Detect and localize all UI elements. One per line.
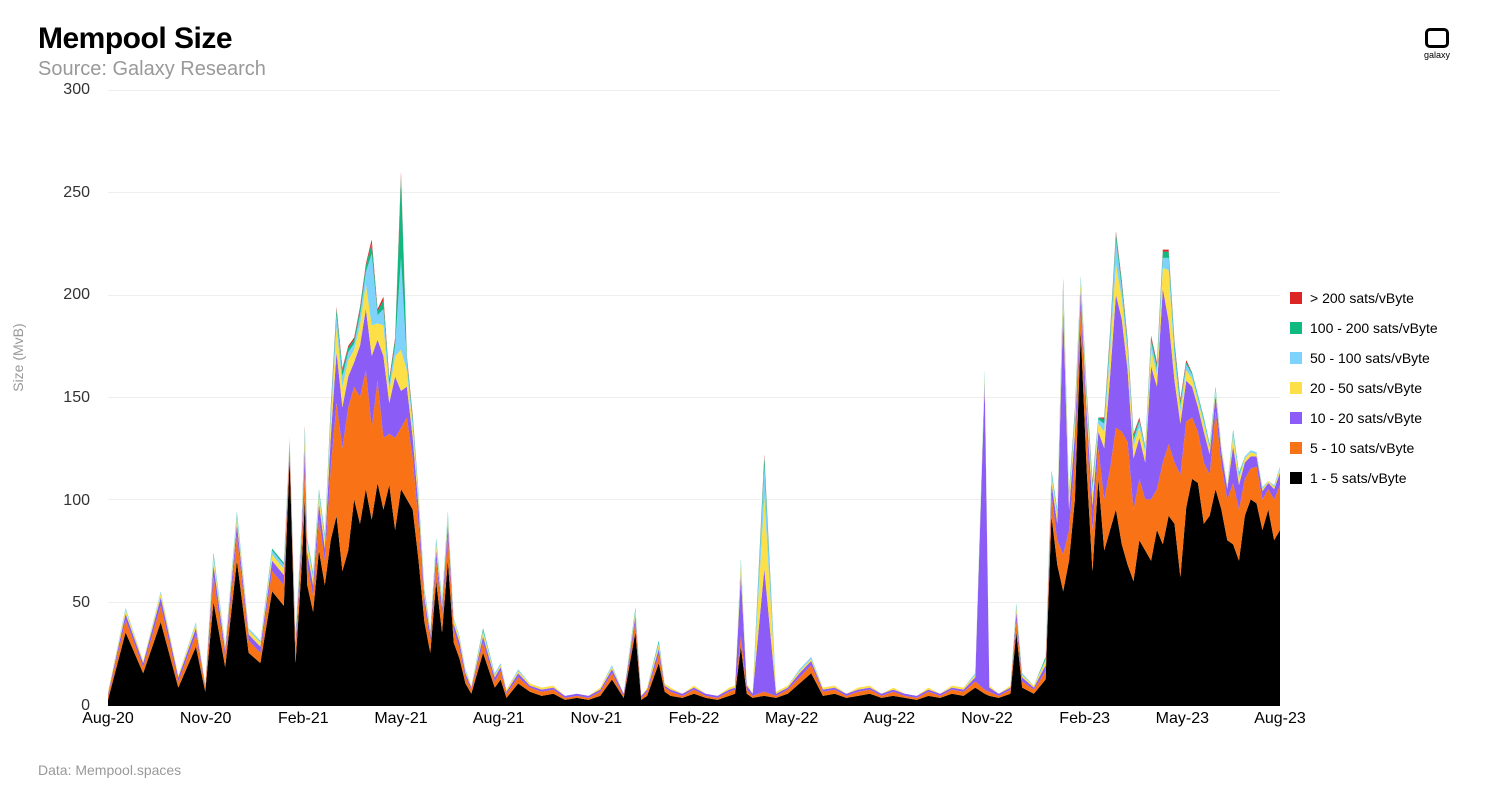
footer-data-source: Data: Mempool.spaces [38, 762, 181, 778]
legend-label: > 200 sats/vByte [1310, 290, 1414, 306]
x-axis-ticks: Aug-20Nov-20Feb-21May-21Aug-21Nov-21Feb-… [108, 710, 1280, 734]
y-tick: 300 [63, 81, 90, 99]
brand-logo-text: galaxy [1424, 50, 1450, 60]
x-tick: Feb-21 [278, 710, 329, 728]
legend-swatch [1290, 442, 1302, 454]
legend-item: 100 - 200 sats/vByte [1290, 320, 1450, 336]
x-tick: Feb-23 [1059, 710, 1110, 728]
legend: > 200 sats/vByte 100 - 200 sats/vByte 50 -… [1290, 290, 1450, 500]
chart-svg [108, 90, 1280, 704]
x-tick: Aug-23 [1254, 710, 1306, 728]
chart-subtitle: Source: Galaxy Research [38, 58, 266, 81]
legend-label: 50 - 100 sats/vByte [1310, 350, 1430, 366]
legend-swatch [1290, 412, 1302, 424]
y-tick: 150 [63, 389, 90, 407]
x-tick: Aug-20 [82, 710, 134, 728]
legend-label: 20 - 50 sats/vByte [1310, 380, 1422, 396]
chart-title: Mempool Size [38, 22, 266, 56]
y-tick: 100 [63, 492, 90, 510]
y-axis-label: Size (MvB) [10, 323, 26, 391]
brand-logo-icon [1425, 28, 1449, 48]
legend-label: 1 - 5 sats/vByte [1310, 470, 1406, 486]
y-tick: 200 [63, 286, 90, 304]
legend-item: 20 - 50 sats/vByte [1290, 380, 1450, 396]
x-tick: Aug-22 [864, 710, 916, 728]
y-tick: 250 [63, 184, 90, 202]
legend-item: 1 - 5 sats/vByte [1290, 470, 1450, 486]
legend-swatch [1290, 292, 1302, 304]
x-tick: May-23 [1156, 710, 1209, 728]
legend-label: 10 - 20 sats/vByte [1310, 410, 1422, 426]
legend-item: 5 - 10 sats/vByte [1290, 440, 1450, 456]
chart-container: Size (MvB) 050100150200250300 Aug-20Nov-… [38, 90, 1450, 746]
x-tick: Nov-20 [180, 710, 232, 728]
legend-swatch [1290, 472, 1302, 484]
plot-area [108, 90, 1280, 706]
brand-logo: galaxy [1424, 28, 1450, 60]
x-tick: May-21 [374, 710, 427, 728]
x-tick: Nov-22 [961, 710, 1013, 728]
legend-label: 100 - 200 sats/vByte [1310, 320, 1438, 336]
legend-item: 10 - 20 sats/vByte [1290, 410, 1450, 426]
y-axis-ticks: 050100150200250300 [38, 90, 98, 706]
legend-item: 50 - 100 sats/vByte [1290, 350, 1450, 366]
header: Mempool Size Source: Galaxy Research [38, 22, 266, 81]
x-tick: Aug-21 [473, 710, 525, 728]
legend-item: > 200 sats/vByte [1290, 290, 1450, 306]
x-tick: Feb-22 [669, 710, 720, 728]
x-tick: Nov-21 [571, 710, 623, 728]
x-tick: May-22 [765, 710, 818, 728]
legend-swatch [1290, 322, 1302, 334]
y-tick: 50 [72, 594, 90, 612]
legend-label: 5 - 10 sats/vByte [1310, 440, 1414, 456]
legend-swatch [1290, 352, 1302, 364]
legend-swatch [1290, 382, 1302, 394]
